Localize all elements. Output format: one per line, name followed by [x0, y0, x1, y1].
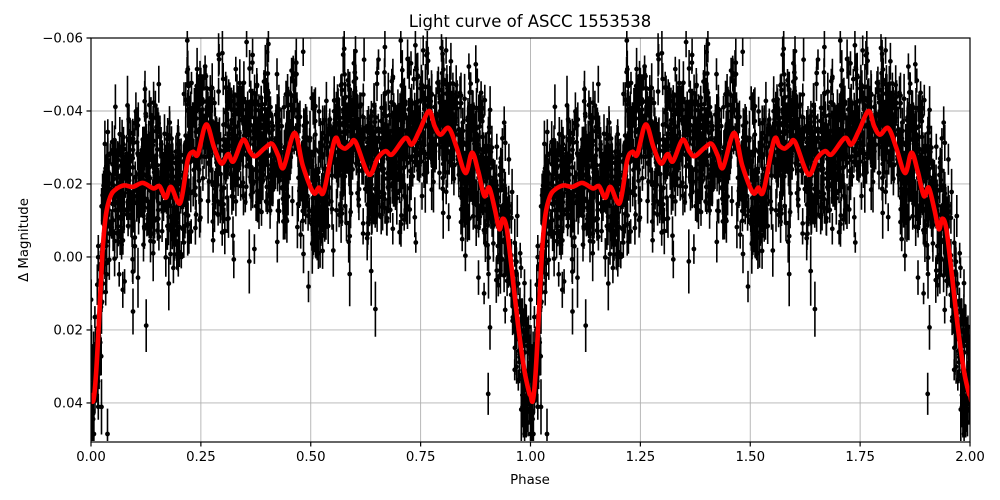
y-tick-label: 0.02 — [53, 324, 83, 339]
y-tick-label: −0.02 — [42, 178, 83, 193]
x-tick-label: 1.75 — [845, 450, 875, 465]
x-tick-label: 0.25 — [186, 450, 216, 465]
data-points — [91, 38, 970, 437]
y-tick-labels: −0.06 −0.04 −0.02 0.00 0.02 0.04 — [42, 32, 83, 412]
y-axis-label: Δ Magnitude — [17, 198, 32, 282]
x-tick-label: 0.75 — [406, 450, 436, 465]
x-tick-label: 1.25 — [626, 450, 656, 465]
x-axis-ticks — [90, 442, 971, 447]
x-tick-label: 1.50 — [735, 450, 765, 465]
y-tick-label: −0.04 — [42, 105, 83, 120]
x-axis-label: Phase — [510, 473, 550, 488]
x-tick-label: 0.00 — [76, 450, 106, 465]
smoothed-curve — [91, 108, 970, 405]
y-axis-ticks — [86, 37, 91, 404]
plot-content — [91, 31, 970, 441]
y-tick-label: −0.06 — [42, 32, 83, 47]
chart-title: Light curve of ASCC 1553538 — [409, 12, 652, 31]
x-tick-label: 1.00 — [516, 450, 546, 465]
x-tick-label: 0.50 — [296, 450, 326, 465]
y-tick-label: 0.04 — [53, 397, 83, 412]
x-tick-labels: 0.00 0.25 0.50 0.75 1.00 1.25 1.50 1.75 2.00 — [76, 450, 985, 465]
y-tick-label: 0.00 — [53, 251, 83, 266]
x-tick-label: 2.00 — [955, 450, 985, 465]
